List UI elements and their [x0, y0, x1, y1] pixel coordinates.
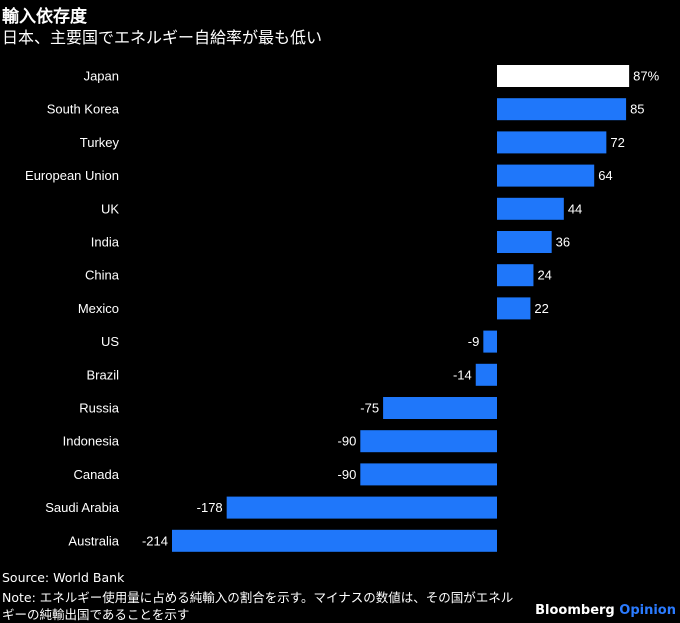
- category-label: Australia: [68, 533, 119, 548]
- category-label: Turkey: [80, 135, 120, 150]
- data-label: 72: [610, 135, 624, 150]
- bar-south-korea: [497, 98, 627, 121]
- category-label: China: [85, 268, 120, 283]
- footnote-line-1: Note: エネルギー使用量に占める純輸入の割合を示す。マイナスの数値は、その国…: [2, 590, 514, 605]
- category-label: Saudi Arabia: [45, 500, 119, 515]
- category-label: India: [91, 235, 120, 250]
- category-label: Russia: [79, 401, 120, 416]
- category-label: US: [101, 334, 119, 349]
- chart-title: 輸入依存度: [2, 7, 87, 27]
- data-label: -14: [453, 367, 472, 382]
- category-label: Brazil: [86, 367, 119, 382]
- data-label: -75: [360, 401, 379, 416]
- data-label: 36: [556, 235, 570, 250]
- data-label: 24: [537, 268, 551, 283]
- bar-turkey: [497, 131, 607, 154]
- bar-saudi-arabia: [226, 496, 497, 519]
- bloomberg-opinion-logo: Bloomberg Opinion: [535, 603, 676, 618]
- bar-mexico: [497, 297, 531, 320]
- category-label: Canada: [73, 467, 119, 482]
- category-label: UK: [101, 201, 119, 216]
- bar-russia: [383, 397, 497, 419]
- data-label: 22: [534, 301, 548, 316]
- data-label: -90: [338, 467, 357, 482]
- category-label: South Korea: [47, 102, 120, 117]
- data-label: -90: [338, 434, 357, 449]
- bar-indonesia: [360, 430, 497, 453]
- data-label: -9: [468, 334, 480, 349]
- bar-european-union: [497, 164, 595, 187]
- category-label: European Union: [25, 168, 119, 183]
- bar-canada: [360, 463, 497, 486]
- data-label: 85: [630, 102, 644, 117]
- bar-brazil: [475, 363, 497, 386]
- bar-uk: [497, 197, 564, 220]
- source-note: Source: World Bank: [2, 570, 125, 585]
- footnote-line-2: ギーの純輸出国であることを示す: [2, 607, 190, 622]
- data-label: 64: [598, 168, 612, 183]
- bar-china: [497, 264, 534, 287]
- bar-australia: [172, 529, 497, 552]
- data-label: -178: [197, 500, 223, 515]
- bar-japan: [497, 65, 630, 87]
- chart-subtitle: 日本、主要国でエネルギー自給率が最も低い: [2, 28, 323, 47]
- bar-us: [483, 330, 497, 353]
- data-label: 87%: [633, 69, 659, 84]
- data-label: -214: [142, 533, 168, 548]
- data-label: 44: [568, 201, 582, 216]
- bar-india: [497, 231, 552, 253]
- category-label: Mexico: [78, 301, 119, 316]
- category-label: Japan: [84, 69, 119, 84]
- category-label: Indonesia: [63, 434, 120, 449]
